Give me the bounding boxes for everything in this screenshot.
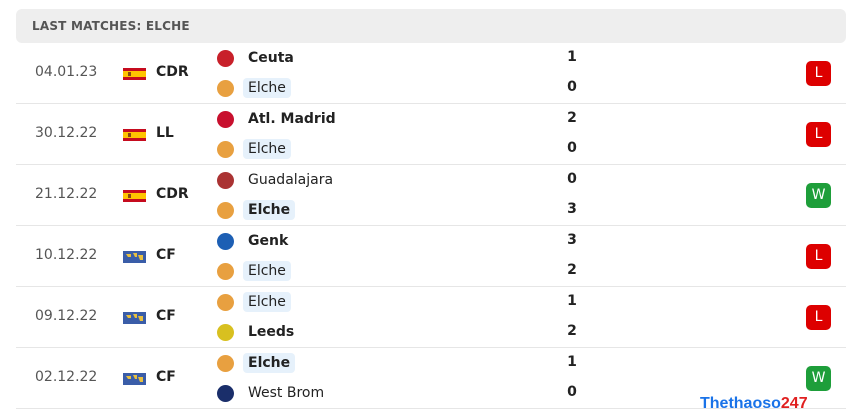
team-name: Elche	[243, 200, 296, 220]
team-name: Elche	[243, 292, 291, 312]
team-logo-icon	[217, 171, 234, 189]
away-team[interactable]: Elche	[216, 259, 291, 283]
match-row[interactable]: 09.12.22 CF Elche Leeds 1 2 L	[16, 287, 846, 348]
team-logo-icon	[217, 201, 234, 219]
section-header: LAST MATCHES: ELCHE	[16, 9, 846, 43]
team-logo-icon	[217, 293, 234, 311]
away-team[interactable]: Elche	[216, 137, 291, 161]
match-row[interactable]: 30.12.22 LL Atl. Madrid Elche 2 0 L	[16, 104, 846, 165]
match-row[interactable]: 02.12.22 CF Elche West Brom 1 0 W	[16, 348, 846, 409]
team-logo-icon	[217, 140, 234, 158]
away-team[interactable]: Elche	[216, 76, 291, 100]
match-date: 30.12.22	[35, 125, 98, 141]
home-team[interactable]: Guadalajara	[216, 168, 338, 192]
match-row[interactable]: 10.12.22 CF Genk Elche 3 2 L	[16, 226, 846, 287]
result-badge: L	[806, 122, 831, 147]
away-score: 0	[567, 140, 577, 156]
team-logo-icon	[217, 79, 234, 97]
away-score: 0	[567, 79, 577, 95]
team-name: Elche	[243, 139, 291, 159]
competition[interactable]: CF	[156, 369, 176, 385]
home-score: 2	[567, 110, 577, 126]
result-badge: W	[806, 183, 831, 208]
match-date: 04.01.23	[35, 64, 98, 80]
team-name: Ceuta	[248, 50, 294, 66]
match-row[interactable]: 04.01.23 CDR Ceuta Elche 1 0 L	[16, 43, 846, 104]
last-matches-panel: LAST MATCHES: ELCHE 04.01.23 CDR Ceuta El…	[16, 9, 846, 409]
home-score: 1	[567, 49, 577, 65]
away-team[interactable]: Elche	[216, 198, 296, 222]
world-flag-icon	[123, 251, 146, 263]
competition[interactable]: CDR	[156, 186, 189, 202]
away-score: 2	[567, 323, 577, 339]
result-badge: L	[806, 61, 831, 86]
team-name: Genk	[248, 233, 289, 249]
match-row[interactable]: 21.12.22 CDR Guadalajara Elche 0 3 W	[16, 165, 846, 226]
home-score: 1	[567, 293, 577, 309]
home-team[interactable]: Elche	[216, 351, 296, 375]
away-team[interactable]: Leeds	[216, 320, 299, 344]
world-flag-icon	[123, 312, 146, 324]
competition[interactable]: LL	[156, 125, 174, 141]
match-date: 02.12.22	[35, 369, 98, 385]
team-name: Guadalajara	[248, 172, 334, 188]
team-logo-icon	[217, 323, 234, 341]
spain-flag-icon	[123, 129, 146, 141]
home-team[interactable]: Ceuta	[216, 46, 299, 70]
home-team[interactable]: Elche	[216, 290, 291, 314]
home-score: 3	[567, 232, 577, 248]
team-logo-icon	[217, 262, 234, 280]
match-date: 09.12.22	[35, 308, 98, 324]
team-logo-icon	[217, 232, 234, 250]
team-name: Elche	[243, 78, 291, 98]
away-score: 3	[567, 201, 577, 217]
team-logo-icon	[217, 354, 234, 372]
away-score: 2	[567, 262, 577, 278]
match-date: 21.12.22	[35, 186, 98, 202]
world-flag-icon	[123, 373, 146, 385]
away-team[interactable]: West Brom	[216, 381, 329, 405]
spain-flag-icon	[123, 68, 146, 80]
result-badge: W	[806, 366, 831, 391]
away-score: 0	[567, 384, 577, 400]
home-team[interactable]: Atl. Madrid	[216, 107, 341, 131]
team-name: Leeds	[248, 324, 295, 340]
competition[interactable]: CDR	[156, 64, 189, 80]
team-name: Atl. Madrid	[248, 111, 336, 127]
watermark: Thethaoso247	[700, 395, 808, 412]
team-logo-icon	[217, 384, 234, 402]
home-team[interactable]: Genk	[216, 229, 293, 253]
team-name: West Brom	[248, 385, 325, 401]
result-badge: L	[806, 305, 831, 330]
spain-flag-icon	[123, 190, 146, 202]
team-logo-icon	[217, 110, 234, 128]
competition[interactable]: CF	[156, 247, 176, 263]
result-badge: L	[806, 244, 831, 269]
team-name: Elche	[243, 353, 296, 373]
team-name: Elche	[243, 261, 291, 281]
home-score: 1	[567, 354, 577, 370]
match-date: 10.12.22	[35, 247, 98, 263]
competition[interactable]: CF	[156, 308, 176, 324]
home-score: 0	[567, 171, 577, 187]
team-logo-icon	[217, 49, 234, 67]
